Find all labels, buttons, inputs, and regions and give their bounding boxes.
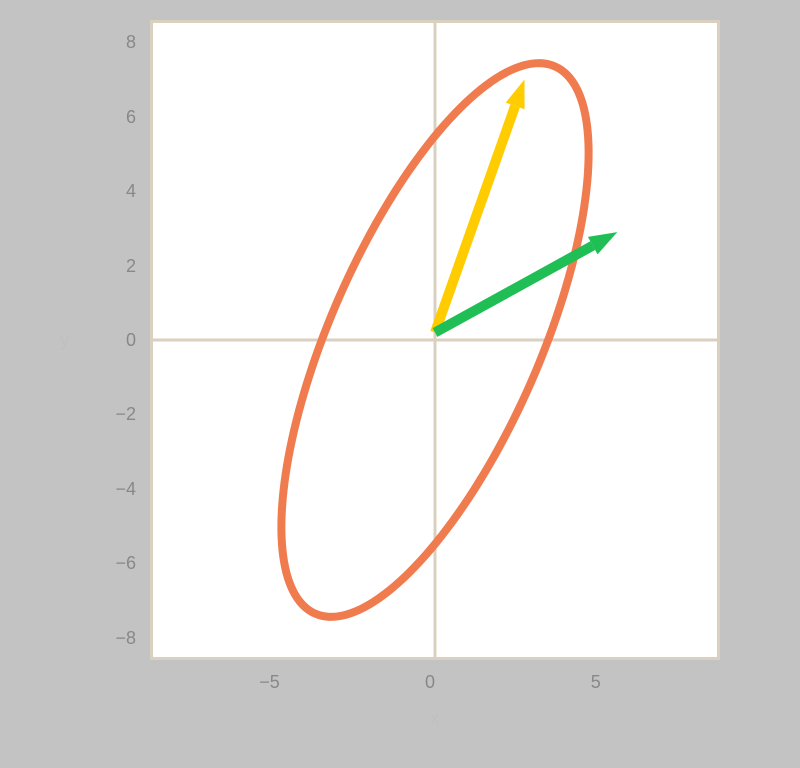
plot-svg [150, 20, 720, 660]
y-tick-0: 0 [126, 330, 136, 351]
x-tick-0: 0 [425, 672, 435, 693]
x-tick-5: 5 [591, 672, 601, 693]
arrow-yellow-head [506, 80, 525, 110]
y-tick-6: 6 [126, 107, 136, 128]
y-tick-2: 2 [126, 256, 136, 277]
y-tick-4: 4 [126, 181, 136, 202]
x-axis-label: x [430, 708, 439, 729]
y-tick--6: −6 [115, 553, 136, 574]
plot-area [150, 20, 720, 660]
y-axis-label: y [60, 330, 69, 351]
plot-container: −8 −6 −4 −2 0 2 4 6 8 −5 0 5 y x [60, 0, 800, 740]
y-tick--4: −4 [115, 479, 136, 500]
y-tick-8: 8 [126, 32, 136, 53]
y-tick--2: −2 [115, 404, 136, 425]
y-tick--8: −8 [115, 628, 136, 649]
x-tick--5: −5 [259, 672, 280, 693]
